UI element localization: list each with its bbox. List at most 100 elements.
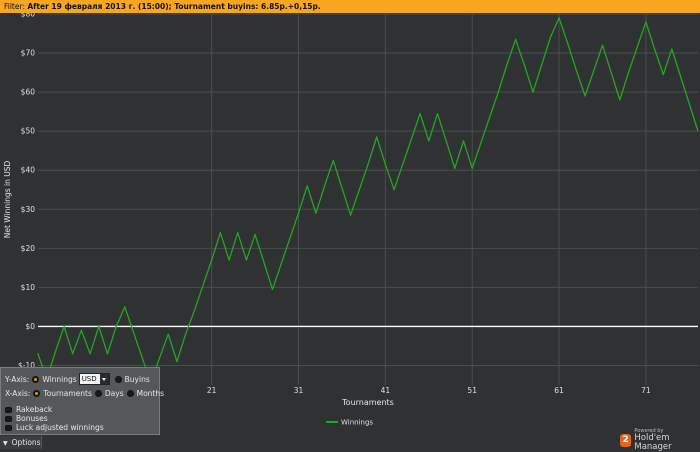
data-point	[627, 71, 630, 74]
data-point	[98, 325, 100, 328]
yaxis-label: Y-Axis:	[5, 374, 30, 384]
data-point	[376, 136, 378, 138]
data-point	[445, 140, 447, 142]
data-point	[419, 112, 421, 115]
y-tick-label: $60	[21, 88, 36, 97]
bonuses-label: Bonuses	[16, 414, 48, 423]
xaxis-tournaments-radio[interactable]	[33, 390, 41, 397]
xaxis-days-radio[interactable]	[94, 390, 102, 397]
yaxis-row: Y-Axis: Winnings USD Buyins	[5, 373, 150, 385]
data-point	[106, 353, 109, 355]
data-point	[245, 259, 248, 261]
data-point	[454, 167, 456, 169]
data-point	[558, 17, 560, 19]
data-point	[532, 91, 534, 93]
chevron-down-icon	[99, 374, 109, 384]
data-point	[315, 212, 317, 214]
y-tick-label: $40	[21, 166, 36, 175]
rakeback-checkbox[interactable]	[5, 406, 12, 413]
hem-logo: 2 Powered by Hold'em Manager	[620, 429, 700, 451]
x-tick-label: 61	[554, 386, 564, 395]
data-point	[653, 48, 656, 50]
logo-main-text: Hold'em Manager	[634, 433, 672, 452]
y-tick-label: $80	[21, 13, 36, 19]
data-point	[132, 331, 135, 333]
data-point	[575, 70, 578, 72]
data-point	[202, 284, 204, 287]
data-point	[601, 44, 604, 46]
data-point	[480, 142, 482, 144]
x-tick-label: 51	[467, 386, 477, 395]
y-tick-label: $10	[21, 283, 36, 292]
data-point	[410, 138, 413, 140]
data-point	[297, 212, 300, 214]
xaxis-months-radio[interactable]	[126, 390, 134, 397]
data-point	[671, 48, 673, 50]
logo-small-text: Powered by	[634, 428, 664, 434]
options-button[interactable]: ▼ Options	[0, 436, 42, 449]
xaxis-days-label: Days	[104, 389, 124, 398]
data-point	[350, 214, 352, 216]
yaxis-buyins-label: Buyins	[124, 374, 150, 384]
legend-label: Winnings	[341, 419, 373, 427]
rakeback-row[interactable]: Rakeback	[5, 405, 52, 414]
data-point	[488, 116, 491, 119]
data-point	[115, 325, 117, 328]
data-point	[63, 325, 65, 328]
y-tick-label: $20	[21, 244, 36, 253]
data-point	[254, 234, 256, 236]
data-point	[280, 263, 282, 265]
hem-badge-icon: 2	[620, 433, 632, 447]
data-point	[72, 353, 74, 355]
yaxis-winnings-label: Winnings	[42, 374, 77, 384]
currency-value: USD	[81, 375, 97, 383]
data-point	[193, 310, 195, 312]
data-point	[593, 70, 595, 72]
yaxis-buyins-radio[interactable]	[114, 375, 122, 383]
data-point	[506, 64, 508, 66]
data-point	[584, 95, 586, 97]
data-point	[211, 259, 213, 261]
data-point	[228, 259, 230, 261]
data-point	[619, 99, 621, 101]
data-point	[384, 163, 386, 165]
data-point	[341, 187, 343, 189]
xaxis-row: X-Axis: Tournaments Days Months	[5, 389, 164, 398]
data-point	[402, 163, 404, 165]
data-point	[89, 353, 91, 355]
luck-adjusted-label: Luck adjusted winnings	[16, 423, 104, 432]
data-point	[567, 42, 569, 44]
data-point	[636, 46, 638, 48]
luck-adjusted-row[interactable]: Luck adjusted winnings	[5, 423, 104, 432]
data-point	[167, 333, 169, 335]
data-point	[680, 75, 682, 78]
data-point	[688, 103, 690, 105]
data-point	[428, 140, 430, 142]
data-point	[610, 71, 612, 74]
data-point	[515, 38, 517, 40]
data-point	[358, 189, 360, 191]
y-tick-label: $0	[25, 322, 35, 331]
triangle-down-icon: ▼	[3, 440, 8, 447]
y-tick-label: $30	[21, 205, 36, 214]
rakeback-label: Rakeback	[16, 405, 53, 414]
data-point	[393, 189, 395, 191]
data-point	[332, 159, 334, 162]
yaxis-winnings-radio[interactable]	[32, 375, 40, 383]
data-point	[158, 357, 161, 359]
filter-text: After 19 февраля 2013 г. (15:00); Tourna…	[27, 2, 321, 11]
data-point	[462, 140, 465, 142]
data-point	[80, 329, 83, 331]
bonuses-checkbox[interactable]	[5, 415, 12, 422]
bonuses-row[interactable]: Bonuses	[5, 414, 48, 423]
y-tick-label: $-10	[18, 361, 35, 370]
xaxis-tournaments-label: Tournaments	[43, 389, 92, 398]
currency-select[interactable]: USD	[78, 373, 110, 385]
data-point	[367, 163, 369, 165]
luck-adjusted-checkbox[interactable]	[5, 424, 12, 431]
data-point	[54, 351, 56, 353]
xaxis-months-label: Months	[136, 389, 165, 398]
plot-area	[38, 14, 698, 385]
data-point	[662, 73, 664, 76]
x-tick-label: 21	[207, 386, 217, 395]
